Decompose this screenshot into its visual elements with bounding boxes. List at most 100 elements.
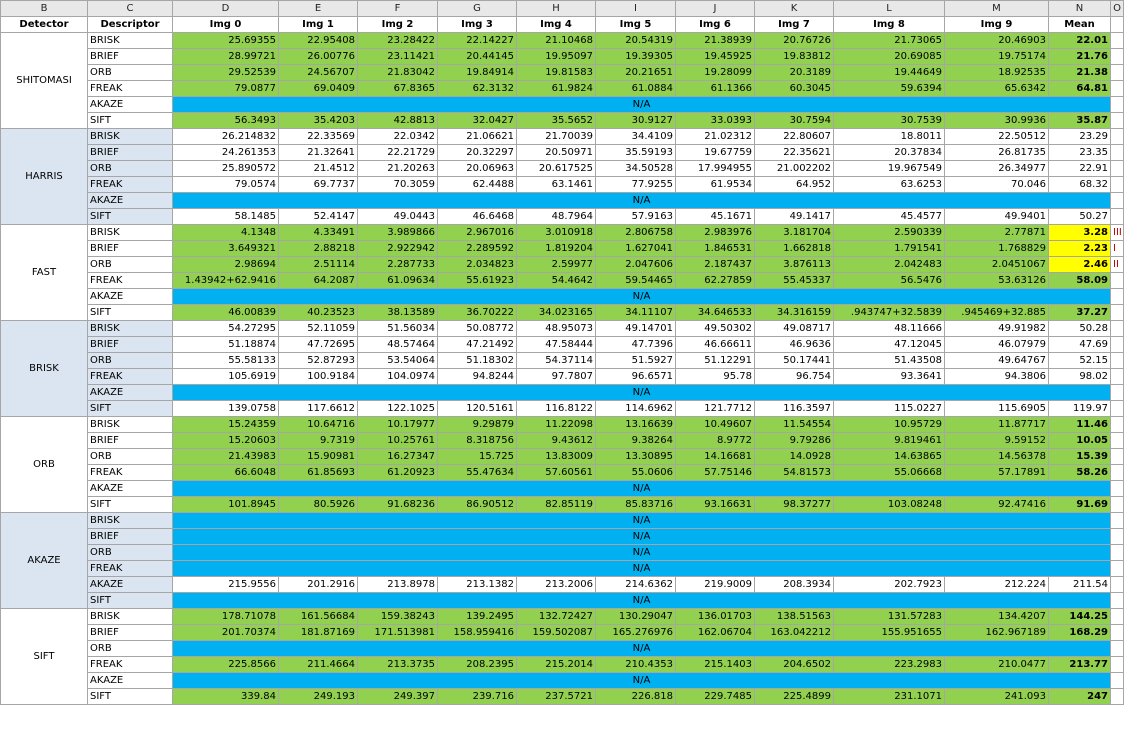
rank-mark[interactable] (1110, 576, 1124, 593)
value-cell[interactable]: 3.989866 (357, 224, 438, 241)
value-cell[interactable]: 239.716 (437, 688, 517, 705)
value-cell[interactable]: 34.023165 (516, 304, 596, 321)
value-cell[interactable]: 45.1671 (675, 208, 755, 225)
na-merged-cell[interactable]: N/A (172, 96, 1111, 113)
value-cell[interactable]: 47.12045 (833, 336, 945, 353)
value-cell[interactable]: 161.56684 (278, 608, 358, 625)
descriptor-cell[interactable]: FREAK (87, 176, 173, 193)
value-cell[interactable]: 3.876113 (754, 256, 834, 273)
value-cell[interactable]: 20.54319 (595, 32, 676, 49)
value-cell[interactable]: 15.725 (437, 448, 517, 465)
value-cell[interactable]: 215.1403 (675, 656, 755, 673)
value-cell[interactable]: 91.68236 (357, 496, 438, 513)
value-cell[interactable]: 100.9184 (278, 368, 358, 385)
value-cell[interactable]: 54.27295 (172, 320, 279, 337)
value-cell[interactable]: 2.967016 (437, 224, 517, 241)
rank-mark[interactable] (1110, 624, 1124, 641)
descriptor-cell[interactable]: SIFT (87, 688, 173, 705)
na-merged-cell[interactable]: N/A (172, 560, 1111, 577)
value-cell[interactable]: 28.99721 (172, 48, 279, 65)
rank-mark[interactable] (1110, 608, 1124, 625)
value-cell[interactable]: 54.81573 (754, 464, 834, 481)
value-cell[interactable]: 34.11107 (595, 304, 676, 321)
value-cell[interactable]: 49.50302 (675, 320, 755, 337)
value-cell[interactable]: 1.846531 (675, 240, 755, 257)
mean-cell[interactable]: 144.25 (1048, 608, 1111, 625)
descriptor-cell[interactable]: BRIEF (87, 144, 173, 161)
value-cell[interactable]: 25.69355 (172, 32, 279, 49)
value-cell[interactable]: 35.4203 (278, 112, 358, 129)
value-cell[interactable]: 36.70222 (437, 304, 517, 321)
value-cell[interactable]: 19.84914 (437, 64, 517, 81)
rank-mark[interactable] (1110, 448, 1124, 465)
value-cell[interactable]: 21.83042 (357, 64, 438, 81)
value-cell[interactable]: 19.44649 (833, 64, 945, 81)
rank-mark[interactable] (1110, 688, 1124, 705)
value-cell[interactable]: 13.83009 (516, 448, 596, 465)
value-cell[interactable]: 225.4899 (754, 688, 834, 705)
na-merged-cell[interactable]: N/A (172, 672, 1111, 689)
header-cell[interactable]: Img 3 (437, 16, 517, 33)
empty-cell[interactable] (1110, 16, 1124, 33)
value-cell[interactable]: 11.22098 (516, 416, 596, 433)
header-cell[interactable]: Detector (0, 16, 88, 33)
mean-cell[interactable]: 35.87 (1048, 112, 1111, 129)
value-cell[interactable]: .945469+32.885 (944, 304, 1049, 321)
value-cell[interactable]: 14.16681 (675, 448, 755, 465)
value-cell[interactable]: 159.38243 (357, 608, 438, 625)
rank-mark[interactable] (1110, 304, 1124, 321)
value-cell[interactable]: 213.8978 (357, 576, 438, 593)
value-cell[interactable]: 17.994955 (675, 160, 755, 177)
na-merged-cell[interactable]: N/A (172, 528, 1111, 545)
header-cell[interactable]: Img 9 (944, 16, 1049, 33)
value-cell[interactable]: 241.093 (944, 688, 1049, 705)
value-cell[interactable]: 19.39305 (595, 48, 676, 65)
value-cell[interactable]: 48.57464 (357, 336, 438, 353)
descriptor-cell[interactable]: FREAK (87, 656, 173, 673)
rank-mark[interactable] (1110, 560, 1124, 577)
value-cell[interactable]: 61.9534 (675, 176, 755, 193)
mean-cell[interactable]: 21.38 (1048, 64, 1111, 81)
value-cell[interactable]: 21.02312 (675, 128, 755, 145)
mean-cell[interactable]: 52.15 (1048, 352, 1111, 369)
value-cell[interactable]: 14.0928 (754, 448, 834, 465)
value-cell[interactable]: 94.3806 (944, 368, 1049, 385)
descriptor-cell[interactable]: BRISK (87, 224, 173, 241)
value-cell[interactable]: 53.54064 (357, 352, 438, 369)
column-header-M[interactable]: M (944, 0, 1049, 17)
header-cell[interactable]: Descriptor (87, 16, 173, 33)
header-cell[interactable]: Img 5 (595, 16, 676, 33)
header-cell[interactable]: Img 1 (278, 16, 358, 33)
descriptor-cell[interactable]: BRIEF (87, 336, 173, 353)
value-cell[interactable]: 95.78 (675, 368, 755, 385)
value-cell[interactable]: 24.261353 (172, 144, 279, 161)
value-cell[interactable]: 1.819204 (516, 240, 596, 257)
value-cell[interactable]: 122.1025 (357, 400, 438, 417)
column-header-E[interactable]: E (278, 0, 358, 17)
value-cell[interactable]: 98.37277 (754, 496, 834, 513)
descriptor-cell[interactable]: BRISK (87, 320, 173, 337)
mean-cell[interactable]: 211.54 (1048, 576, 1111, 593)
value-cell[interactable]: 60.3045 (754, 80, 834, 97)
value-cell[interactable]: 11.87717 (944, 416, 1049, 433)
value-cell[interactable]: 223.2983 (833, 656, 945, 673)
descriptor-cell[interactable]: FREAK (87, 80, 173, 97)
value-cell[interactable]: 201.2916 (278, 576, 358, 593)
value-cell[interactable]: 249.397 (357, 688, 438, 705)
rank-mark[interactable] (1110, 192, 1124, 209)
value-cell[interactable]: 14.63865 (833, 448, 945, 465)
value-cell[interactable]: 26.00776 (278, 48, 358, 65)
value-cell[interactable]: 22.0342 (357, 128, 438, 145)
value-cell[interactable]: 34.316159 (754, 304, 834, 321)
value-cell[interactable]: 2.287733 (357, 256, 438, 273)
column-header-G[interactable]: G (437, 0, 517, 17)
value-cell[interactable]: 165.276976 (595, 624, 676, 641)
value-cell[interactable]: 2.0451067 (944, 256, 1049, 273)
value-cell[interactable]: 13.16639 (595, 416, 676, 433)
rank-mark[interactable] (1110, 320, 1124, 337)
value-cell[interactable]: 47.72695 (278, 336, 358, 353)
value-cell[interactable]: 19.83812 (754, 48, 834, 65)
value-cell[interactable]: 19.45925 (675, 48, 755, 65)
value-cell[interactable]: 69.7737 (278, 176, 358, 193)
value-cell[interactable]: 121.7712 (675, 400, 755, 417)
